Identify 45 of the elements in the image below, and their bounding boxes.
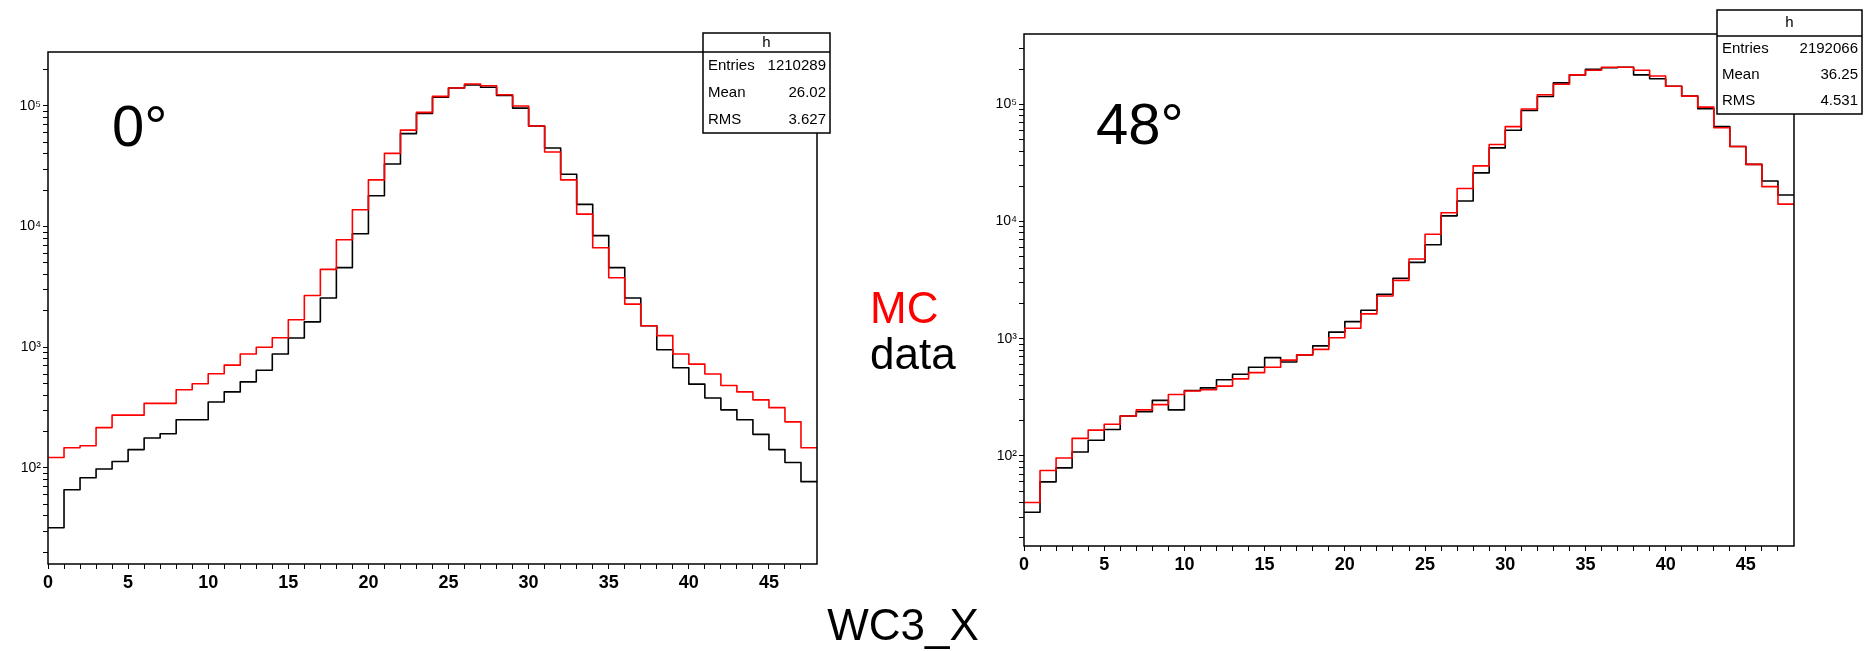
annotation: 3.627	[788, 109, 826, 127]
annotation: 1210289	[767, 55, 826, 73]
text: 4.531	[1820, 91, 1858, 109]
annotation: Entries	[1722, 39, 1769, 57]
annotation: 26.02	[788, 82, 826, 100]
x-tick-label: 30	[1495, 553, 1516, 574]
x-tick-label: 20	[1334, 553, 1355, 574]
x-tick-label: 35	[598, 571, 619, 592]
annotation: 0°	[112, 93, 168, 158]
x-tick-label: 40	[678, 571, 699, 592]
text: 36.25	[1820, 65, 1858, 83]
text: h	[762, 32, 771, 50]
x-tick-label: 10	[198, 571, 219, 592]
y-tick-label: 10⁴	[19, 217, 41, 234]
annotation: Mean	[1722, 65, 1760, 83]
y-tick-label: 10⁵	[19, 96, 41, 113]
y-tick-label: 10⁵	[995, 95, 1017, 112]
x-tick-label: 15	[1254, 553, 1275, 574]
y-tick-label: 10²	[996, 446, 1018, 463]
x-tick-label: 15	[278, 571, 299, 592]
y-tick-label: 10³	[996, 329, 1018, 346]
x-axis-title: WC3_X	[827, 600, 979, 650]
x-tick-label: 0	[42, 571, 54, 592]
annotation: Mean	[708, 82, 746, 100]
x-tick-label: 30	[518, 571, 539, 592]
text: h	[1785, 13, 1794, 31]
x-tick-label: 25	[438, 571, 459, 592]
annotation: RMS	[1722, 91, 1756, 109]
x-tick-label: 45	[1735, 553, 1756, 574]
annotation: RMS	[708, 109, 742, 127]
x-tick-label: 5	[123, 571, 134, 592]
x-tick-label: 0	[1018, 553, 1030, 574]
y-tick-label: 10⁴	[995, 212, 1017, 229]
x-tick-label: 25	[1415, 553, 1436, 574]
x-tick-label: 40	[1655, 553, 1676, 574]
annotation: 48°	[1096, 91, 1184, 156]
text: 2192066	[1799, 39, 1858, 57]
x-tick-label: 10	[1174, 553, 1195, 574]
x-tick-label: 45	[758, 571, 779, 592]
y-tick-label: 10²	[20, 458, 42, 475]
x-tick-label: 20	[358, 571, 379, 592]
x-tick-label: 35	[1575, 553, 1596, 574]
x-tick-label: 5	[1099, 553, 1110, 574]
y-tick-label: 10³	[20, 338, 42, 355]
annotation: Entries	[708, 55, 755, 73]
